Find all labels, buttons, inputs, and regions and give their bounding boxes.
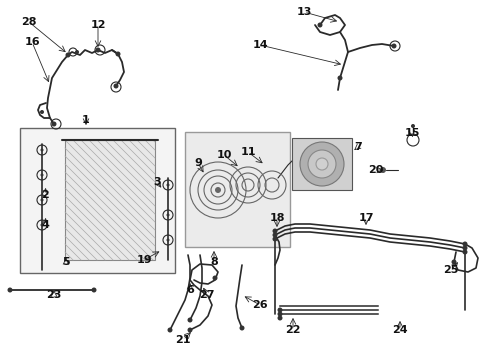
Circle shape — [239, 325, 244, 330]
Text: 8: 8 — [210, 257, 218, 267]
Circle shape — [75, 50, 79, 54]
Circle shape — [272, 229, 277, 234]
Circle shape — [91, 288, 96, 292]
Text: 10: 10 — [216, 150, 231, 160]
Circle shape — [450, 260, 456, 265]
Circle shape — [317, 23, 322, 27]
Text: 27: 27 — [199, 290, 214, 300]
Circle shape — [337, 76, 342, 81]
Text: 25: 25 — [443, 265, 458, 275]
Circle shape — [212, 275, 217, 280]
Text: 28: 28 — [21, 17, 37, 27]
Circle shape — [95, 48, 101, 53]
Circle shape — [7, 288, 13, 292]
Circle shape — [272, 237, 277, 242]
Text: 23: 23 — [46, 290, 61, 300]
Circle shape — [41, 174, 43, 176]
Bar — [65, 140, 155, 260]
Text: 19: 19 — [136, 255, 151, 265]
Text: 5: 5 — [62, 257, 70, 267]
Text: 13: 13 — [296, 7, 311, 17]
Bar — [291, 138, 351, 190]
Circle shape — [277, 307, 282, 312]
Text: 3: 3 — [153, 177, 161, 187]
Bar — [20, 128, 175, 273]
Circle shape — [41, 198, 43, 202]
Text: 1: 1 — [82, 115, 90, 125]
Text: 9: 9 — [194, 158, 202, 168]
Circle shape — [166, 213, 169, 216]
Circle shape — [307, 150, 335, 178]
Circle shape — [379, 167, 385, 173]
Circle shape — [462, 246, 467, 251]
Circle shape — [315, 158, 327, 170]
Circle shape — [462, 249, 467, 255]
Circle shape — [113, 84, 118, 89]
Text: 11: 11 — [240, 147, 255, 157]
Text: 14: 14 — [252, 40, 267, 50]
Circle shape — [40, 110, 44, 114]
Circle shape — [167, 328, 172, 333]
Circle shape — [272, 233, 277, 238]
Circle shape — [166, 184, 169, 186]
Text: 17: 17 — [358, 213, 373, 223]
Text: 2: 2 — [41, 190, 49, 200]
Text: 16: 16 — [24, 37, 40, 47]
Text: 7: 7 — [353, 142, 361, 152]
Circle shape — [187, 328, 192, 333]
Circle shape — [51, 122, 57, 126]
Circle shape — [277, 311, 282, 316]
Circle shape — [462, 242, 467, 247]
Circle shape — [215, 187, 221, 193]
Text: 21: 21 — [175, 335, 190, 345]
Circle shape — [187, 318, 192, 323]
Text: 26: 26 — [252, 300, 267, 310]
Text: 12: 12 — [90, 20, 105, 30]
Circle shape — [166, 239, 169, 242]
Circle shape — [41, 224, 43, 226]
Text: 24: 24 — [391, 325, 407, 335]
Text: 22: 22 — [285, 325, 300, 335]
Circle shape — [410, 124, 414, 128]
Text: 4: 4 — [41, 220, 49, 230]
Circle shape — [391, 44, 396, 49]
Circle shape — [65, 53, 70, 58]
Text: 20: 20 — [367, 165, 383, 175]
Circle shape — [115, 51, 120, 57]
Bar — [184, 132, 289, 247]
Circle shape — [41, 149, 43, 152]
Circle shape — [299, 142, 343, 186]
Text: 6: 6 — [185, 285, 194, 295]
Text: 18: 18 — [269, 213, 284, 223]
Text: 15: 15 — [404, 128, 419, 138]
Circle shape — [277, 315, 282, 320]
